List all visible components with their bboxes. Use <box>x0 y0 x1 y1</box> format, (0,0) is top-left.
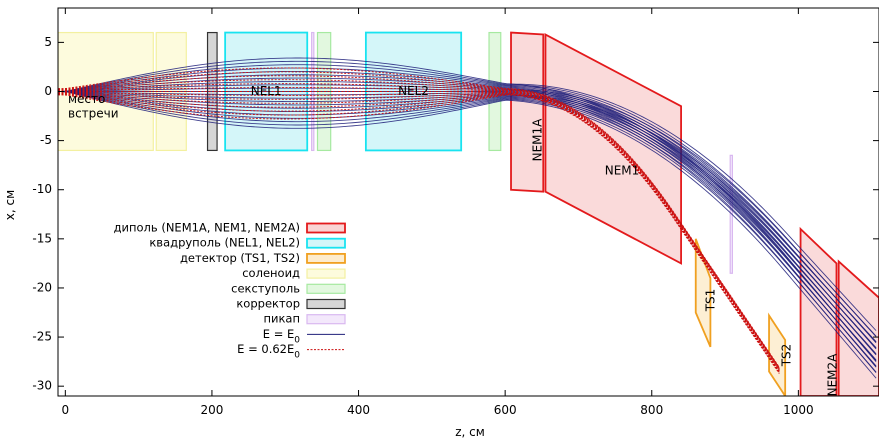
x-tick-label: 600 <box>494 403 517 417</box>
legend-swatch-solenoid <box>306 268 346 279</box>
track-e0-9 <box>58 91 877 361</box>
element-label-TS1: TS1 <box>704 289 718 313</box>
detector-element-11 <box>694 238 712 348</box>
y-tick-label: -20 <box>32 280 52 294</box>
element-label-NEM2A: NEM2A <box>826 353 840 397</box>
legend-label-dipole: диполь (NEM1A, NEM1, NEM2A) <box>114 221 300 235</box>
track-e062-13 <box>58 67 780 368</box>
track-e062-8 <box>58 87 780 370</box>
legend: диполь (NEM1A, NEM1, NEM2A)квадруполь (N… <box>114 221 346 360</box>
legend-swatch-detector <box>306 252 346 264</box>
track-e0-13 <box>58 84 877 337</box>
dipole-element-13 <box>799 226 838 396</box>
x-tick-label: 0 <box>62 403 70 417</box>
axes-layer: 0 200 400 600 800 1000 5 0 -5 -10 -15 -20 -25 -30 <box>32 8 879 417</box>
legend-swatch-sextupole <box>306 283 346 294</box>
legend-label-e0: E = E0 <box>263 327 300 345</box>
legend-label-pickup: пикап <box>263 312 300 326</box>
x-tick-label: 1000 <box>783 403 814 417</box>
legend-label-solenoid: соленоид <box>242 266 300 280</box>
tracks-layer <box>58 57 877 379</box>
track-e0-5 <box>58 91 877 349</box>
y-tick-label: -10 <box>32 182 52 196</box>
element-label-NEM1: NEM1 <box>605 164 640 178</box>
track-e062-4 <box>58 92 780 372</box>
element-label-NEM1A: NEM1A <box>531 118 545 162</box>
track-e0-0 <box>58 91 877 379</box>
element-label-NEL2: NEL2 <box>398 84 429 98</box>
plot-frame <box>57 7 879 397</box>
track-e062-3 <box>58 93 780 373</box>
track-e0-3 <box>58 91 877 361</box>
y-tick-label: -15 <box>32 231 52 245</box>
x-tick-label: 400 <box>347 403 370 417</box>
legend-label-e062: E = 0.62E0 <box>237 342 300 360</box>
track-e0-21 <box>58 57 877 362</box>
x-tick-label: 800 <box>640 403 663 417</box>
element-labels: место встречи NEL1 NEL2 NEM1A NEM1 TS1 TS2 NEM2A <box>68 84 840 396</box>
legend-label-detector: детектор (TS1, TS2) <box>180 251 300 265</box>
legend-label-quadrupole: квадруполь (NEL1, NEL2) <box>149 236 300 250</box>
dipole-element-9 <box>544 33 682 265</box>
track-e0-2 <box>58 91 877 367</box>
legend-swatch-dipole <box>306 222 346 234</box>
track-e062-7 <box>58 91 780 371</box>
y-axis-label: x, см <box>3 190 17 220</box>
track-e062-9 <box>58 83 780 370</box>
legend-label-corrector: корректор <box>236 297 300 311</box>
track-e0-1 <box>58 91 877 373</box>
dipole-element-8 <box>510 31 545 193</box>
track-e0-20 <box>58 60 877 331</box>
track-e0-10 <box>58 91 877 355</box>
legend-swatch-quadrupole <box>306 237 346 249</box>
legend-swatch-pickup <box>306 314 346 325</box>
y-tick-label: -5 <box>40 133 52 147</box>
track-e062-10 <box>58 79 780 369</box>
x-axis-label: z, см <box>455 425 485 439</box>
y-tick-label: 5 <box>44 35 52 49</box>
track-e0-18 <box>58 67 877 344</box>
legend-label-sextupole: секступоль <box>231 281 300 295</box>
y-tick-label: 0 <box>44 84 52 98</box>
y-tick-label: -25 <box>32 330 52 344</box>
element-label-место-встречи: место встречи <box>68 92 119 120</box>
track-e062-6 <box>58 91 780 371</box>
track-e0-11 <box>58 91 877 349</box>
x-tick-label: 200 <box>200 403 223 417</box>
track-e062-5 <box>58 92 780 372</box>
element-label-TS2: TS2 <box>780 344 794 368</box>
y-tick-label: -30 <box>32 379 52 393</box>
track-e0-17 <box>58 70 877 350</box>
legend-swatch-corrector <box>306 298 346 310</box>
track-e0-19 <box>58 64 877 338</box>
element-label-NEL1: NEL1 <box>251 84 282 98</box>
track-e0-12 <box>58 87 877 343</box>
track-e062-11 <box>58 75 780 369</box>
